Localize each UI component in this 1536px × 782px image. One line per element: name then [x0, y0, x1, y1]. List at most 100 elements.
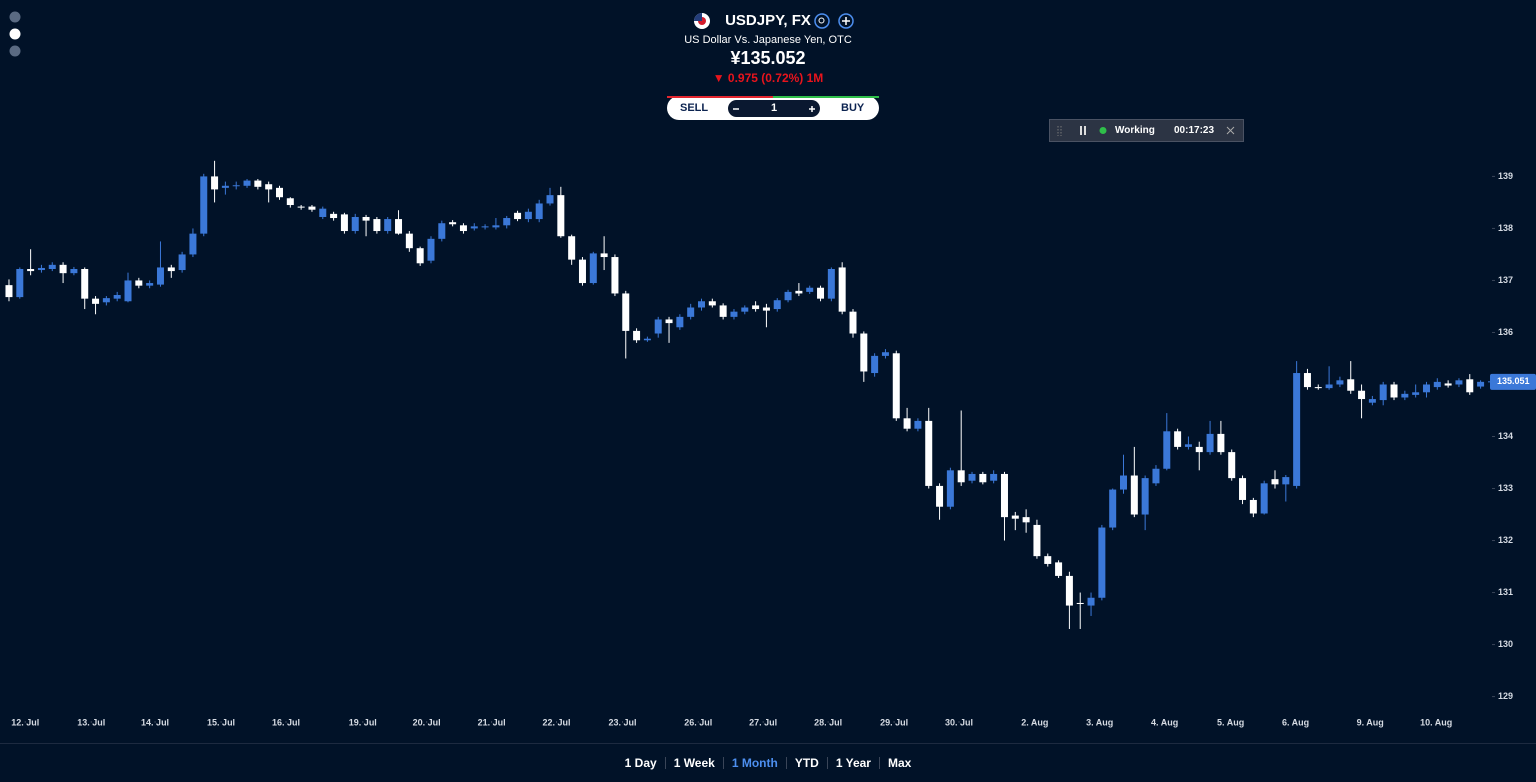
y-tick-label: 139 — [1498, 171, 1513, 181]
candle-body — [1033, 524, 1041, 557]
x-tick-label: 13. Jul — [77, 717, 105, 727]
candle-body — [514, 212, 522, 220]
status-label: Working — [1115, 125, 1155, 136]
x-tick-label: 15. Jul — [207, 717, 235, 727]
candle-body — [113, 295, 121, 299]
candle-body — [1379, 384, 1387, 401]
x-tick-label: 12. Jul — [11, 717, 39, 727]
candle-body — [373, 219, 381, 232]
last-price-box — [1490, 373, 1536, 390]
flag-icon — [694, 13, 710, 29]
candle-body — [449, 222, 457, 225]
x-tick-label: 16. Jul — [272, 717, 300, 727]
range-button[interactable]: Max — [878, 757, 919, 769]
candle-body — [752, 305, 760, 310]
candle-body — [1120, 475, 1128, 490]
candle-body — [849, 311, 857, 334]
candle-body — [914, 420, 922, 429]
candle-body — [568, 236, 576, 260]
candle-body — [871, 355, 879, 374]
candle-body — [427, 238, 435, 261]
candle-body — [1011, 515, 1019, 519]
candle-body — [1314, 387, 1322, 389]
x-tick-label: 30. Jul — [945, 717, 973, 727]
candle-body — [1206, 433, 1214, 453]
candle-body — [351, 216, 359, 232]
candle-body — [124, 280, 132, 302]
candle-body — [827, 269, 835, 299]
candle-body — [254, 180, 262, 187]
candle-body — [795, 290, 803, 294]
x-tick-label: 9. Aug — [1357, 717, 1384, 727]
price: ¥135.052 — [730, 48, 806, 68]
candle-body — [470, 226, 478, 229]
range-button[interactable]: 1 Month — [722, 757, 786, 769]
candle-body — [925, 420, 933, 486]
candle-body — [633, 330, 641, 341]
candle-body — [817, 287, 825, 299]
candle-body — [395, 219, 403, 234]
candle-body — [492, 225, 500, 228]
sell-button[interactable]: SELL — [680, 102, 709, 114]
range-button[interactable]: YTD — [785, 757, 827, 769]
candle-body — [70, 269, 78, 274]
candle-body — [535, 203, 543, 220]
candle-body — [1152, 468, 1160, 484]
candle-body — [1055, 562, 1063, 576]
candle-body — [881, 352, 889, 356]
buy-button[interactable]: BUY — [841, 102, 865, 114]
range-button[interactable]: 1 Week — [664, 757, 723, 769]
candle-body — [979, 473, 987, 483]
candle-body — [156, 267, 164, 285]
candle-body — [611, 257, 619, 294]
candle-body — [1390, 384, 1398, 398]
candle-body — [340, 214, 348, 232]
candle-body — [200, 176, 208, 234]
candle-body — [936, 485, 944, 507]
candle-body — [1141, 478, 1149, 515]
range-button[interactable]: 1 Day — [624, 756, 657, 770]
candle-body — [903, 418, 911, 429]
candle-body — [1184, 444, 1192, 447]
candle-body — [1195, 446, 1203, 453]
status-icons[interactable] — [1056, 124, 1116, 138]
candle-body — [687, 307, 695, 317]
last-price-label: 135.051 — [1497, 376, 1530, 386]
x-tick-label: 23. Jul — [609, 717, 637, 727]
candle-body — [362, 216, 370, 221]
y-tick-label: 134 — [1498, 431, 1513, 441]
range-button[interactable]: 1 Year — [826, 757, 879, 769]
candle-body — [719, 305, 727, 317]
candle-body — [1455, 380, 1463, 385]
x-tick-label: 10. Aug — [1420, 717, 1452, 727]
candle-body — [643, 338, 651, 341]
candle-body — [784, 291, 792, 301]
candle-body — [319, 208, 327, 217]
x-tick-label: 14. Jul — [141, 717, 169, 727]
candle-body — [1271, 479, 1279, 485]
candle-body — [92, 298, 100, 304]
candle-body — [730, 311, 738, 317]
candle-body — [286, 198, 294, 206]
candle-body — [1217, 433, 1225, 453]
candle-body — [1098, 527, 1106, 598]
trade-widget: SELL 1 BUY — [667, 96, 879, 120]
quantity[interactable]: 1 — [728, 100, 820, 117]
candle-body — [654, 319, 662, 334]
candle-body — [384, 219, 392, 232]
candle-body — [1000, 473, 1008, 518]
candle-body — [546, 195, 554, 204]
x-tick-label: 29. Jul — [880, 717, 908, 727]
candle-body — [1228, 452, 1236, 479]
candle-body — [773, 300, 781, 310]
candle-body — [81, 269, 89, 299]
stepper-icons[interactable] — [731, 104, 819, 114]
range-bar: 1 Day 1 Week 1 Month YTD 1 Year Max — [0, 743, 1536, 782]
candle-body — [232, 185, 240, 187]
candle-body — [1401, 393, 1409, 398]
candle-body — [1303, 373, 1311, 388]
close-icon[interactable] — [1226, 126, 1236, 136]
x-tick-label: 5. Aug — [1217, 717, 1244, 727]
header-icons[interactable] — [814, 13, 856, 31]
candle-body — [1466, 379, 1474, 393]
